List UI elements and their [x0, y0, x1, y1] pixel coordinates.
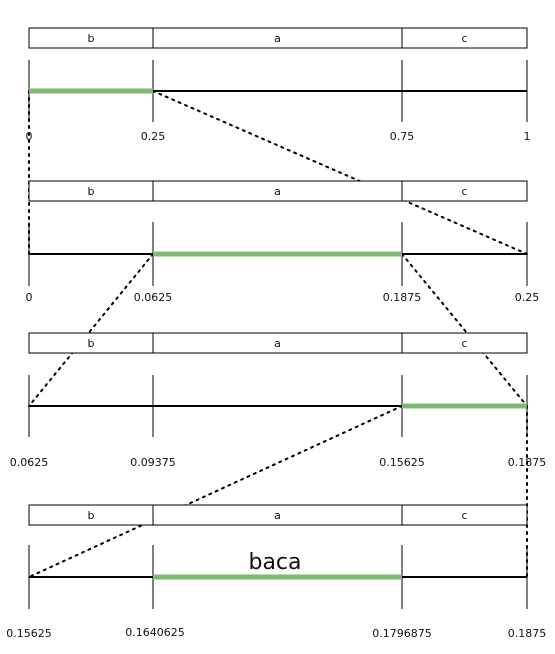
segment-label-c: c: [461, 509, 467, 522]
row-3: b a c 0.0625 0.09375 0.15625 0.1875: [10, 333, 547, 469]
segment-label-c: c: [461, 337, 467, 350]
segment-label-a: a: [274, 185, 281, 198]
tick-label-0: 0: [26, 291, 33, 304]
tick-label-1: 0.1640625: [125, 626, 185, 639]
segment-label-a: a: [274, 509, 281, 522]
connector-1-right: [153, 91, 527, 254]
tick-label-1: 0.0625: [134, 291, 173, 304]
tick-label-1: 0.25: [141, 130, 166, 143]
tick-label-3: 0.25: [515, 291, 540, 304]
segment-label-a: a: [274, 337, 281, 350]
tick-label-0: 0.15625: [6, 627, 52, 640]
tick-label-1: 0.09375: [130, 456, 176, 469]
segment-label-b: b: [88, 185, 95, 198]
tick-label-2: 0.75: [390, 130, 415, 143]
result-label: baca: [248, 550, 301, 575]
tick-label-3: 0.1875: [508, 627, 547, 640]
segment-label-c: c: [461, 185, 467, 198]
row-1: b a c 0 0.25 0.75 1: [26, 28, 531, 143]
tick-label-2: 0.1796875: [372, 627, 432, 640]
connector-2-right: [402, 254, 527, 406]
segment-label-b: b: [88, 509, 95, 522]
tick-label-3: 0.1875: [508, 456, 547, 469]
row-4: b a c baca 0.15625 0.1640625 0.1796875 0…: [6, 505, 546, 640]
tick-label-0: 0.0625: [10, 456, 49, 469]
tick-label-3: 1: [524, 130, 531, 143]
tick-label-2: 0.1875: [383, 291, 422, 304]
row-2: b a c 0 0.0625 0.1875 0.25: [26, 181, 540, 304]
connector-3-left: [29, 406, 402, 577]
segment-label-c: c: [461, 32, 467, 45]
segment-label-b: b: [88, 32, 95, 45]
connector-2-left: [29, 254, 153, 406]
segment-label-a: a: [274, 32, 281, 45]
tick-label-0: 0: [26, 130, 33, 143]
segment-label-b: b: [88, 337, 95, 350]
tick-label-2: 0.15625: [379, 456, 425, 469]
